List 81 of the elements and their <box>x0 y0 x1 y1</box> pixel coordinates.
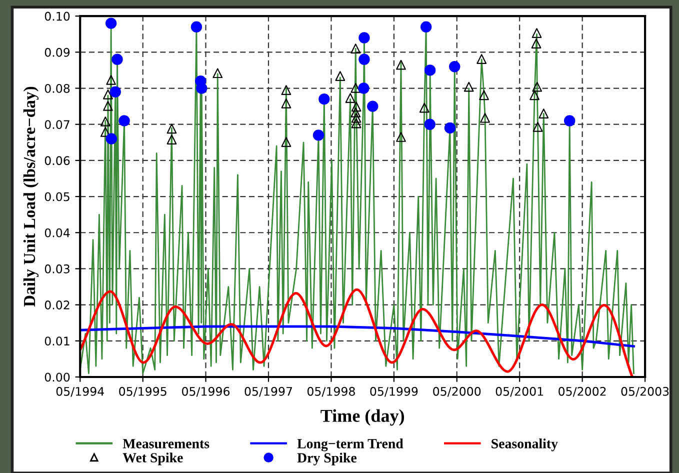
point <box>118 115 130 126</box>
point <box>396 132 406 142</box>
point <box>464 82 474 92</box>
point <box>479 90 489 100</box>
x-tick-label: 05/2001 <box>496 386 544 397</box>
x-tick-label: 05/2000 <box>433 386 481 397</box>
legend-label: Measurements <box>122 439 210 448</box>
x-tick-label: 05/1999 <box>370 386 418 397</box>
point <box>281 85 292 96</box>
legend-label: Long−term Trend <box>297 438 404 452</box>
point <box>351 102 362 112</box>
point <box>480 112 490 123</box>
point <box>100 126 110 137</box>
point <box>106 75 116 85</box>
point <box>444 122 456 134</box>
point <box>112 54 123 65</box>
point <box>110 86 121 98</box>
point <box>358 32 370 44</box>
x-tick-label: 05/1995 <box>119 386 166 397</box>
y-tick-label: 0.03 <box>44 264 70 274</box>
x-axis-title: Time (day) <box>320 409 404 426</box>
point <box>367 100 378 112</box>
point <box>358 54 370 65</box>
line-series <box>80 325 635 348</box>
point <box>350 82 361 93</box>
x-tick-label: 05/1998 <box>307 386 355 397</box>
point <box>196 82 208 94</box>
y-tick-label: 0.09 <box>44 48 70 57</box>
point <box>100 116 110 126</box>
point <box>532 122 543 132</box>
point <box>396 60 406 70</box>
y-tick-label: 0.07 <box>44 120 70 130</box>
legend-label: Dry Spike <box>297 452 356 466</box>
point <box>281 98 292 108</box>
point <box>530 90 540 100</box>
point <box>538 108 549 118</box>
y-tick-label: 0.04 <box>44 228 70 238</box>
point <box>350 107 361 118</box>
point <box>449 61 460 72</box>
y-tick-label: 0.08 <box>44 84 70 93</box>
point <box>103 101 113 111</box>
point <box>190 21 202 33</box>
point <box>532 28 542 38</box>
point <box>350 44 361 54</box>
y-tick-label: 0.02 <box>44 300 70 310</box>
point <box>476 54 487 64</box>
point <box>424 64 436 76</box>
y-tick-label: 0.05 <box>44 192 70 202</box>
x-tick-label: 05/1996 <box>182 386 230 397</box>
point <box>318 93 330 105</box>
y-tick-label: 0.06 <box>44 156 70 166</box>
point <box>312 130 324 141</box>
point <box>166 124 177 134</box>
point <box>358 82 370 94</box>
point <box>532 82 542 92</box>
line-series <box>80 288 634 377</box>
y-tick-label: 0.10 <box>44 12 70 21</box>
point <box>564 115 576 126</box>
point <box>166 134 177 144</box>
point <box>424 118 436 130</box>
point <box>351 118 362 128</box>
point <box>106 133 118 144</box>
point <box>103 89 113 100</box>
point <box>212 68 223 78</box>
legend-label: Wet Spike <box>122 452 183 466</box>
point <box>345 93 356 103</box>
y-tick-label: 0.01 <box>44 336 70 346</box>
x-tick-label: 05/1994 <box>56 386 104 397</box>
point <box>420 21 432 33</box>
point <box>105 18 117 29</box>
legend-label: Seasonality <box>492 438 558 452</box>
x-tick-label: 05/2002 <box>558 386 606 397</box>
point <box>281 137 292 147</box>
x-tick-label: 05/2003 <box>621 386 669 397</box>
y-tick-label: 0.00 <box>44 372 70 382</box>
x-tick-label: 05/1997 <box>244 386 292 397</box>
point <box>351 112 362 123</box>
point <box>419 102 430 113</box>
point <box>531 38 542 48</box>
point <box>335 71 346 81</box>
y-axis-title: Daily Unit Load (lbs/acre−day) <box>23 86 39 307</box>
